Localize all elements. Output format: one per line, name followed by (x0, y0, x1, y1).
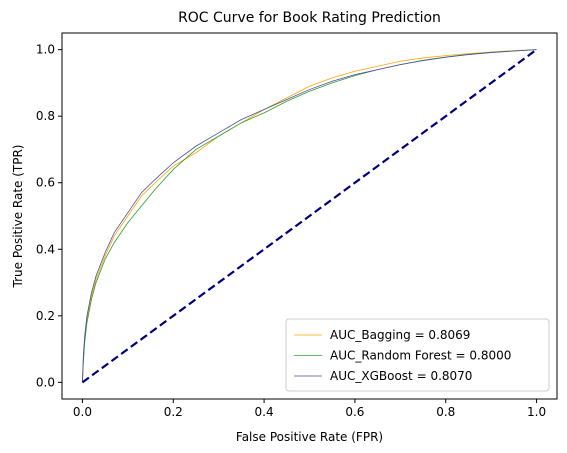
x-tick-label: 1.0 (527, 405, 546, 419)
y-tick-label: 1.0 (36, 43, 55, 57)
x-axis-label: False Positive Rate (FPR) (236, 430, 383, 444)
legend-entry: AUC_Random Forest = 0.8000 (330, 349, 511, 363)
y-tick-label: 0.2 (36, 309, 55, 323)
x-axis: 0.0 0.2 0.4 0.6 0.8 1.0 (73, 399, 546, 419)
y-tick-label: 0.8 (36, 109, 55, 123)
plot-content (81, 48, 538, 384)
legend-entry: AUC_Bagging = 0.8069 (330, 328, 470, 342)
y-tick-label: 0.6 (36, 176, 55, 190)
chart-title: ROC Curve for Book Rating Prediction (178, 10, 441, 26)
x-tick-label: 0.0 (73, 405, 92, 419)
y-axis-label: True Positive Rate (TPR) (11, 145, 25, 289)
plot-frame (61, 32, 558, 400)
legend-entry: AUC_XGBoost = 0.8070 (330, 369, 472, 383)
legend: AUC_Bagging = 0.8069 AUC_Random Forest = … (285, 318, 550, 392)
y-tick-label: 0.0 (36, 375, 55, 389)
y-tick-label: 0.4 (36, 242, 55, 256)
x-tick-label: 0.4 (255, 405, 274, 419)
y-axis: 0.0 0.2 0.4 0.6 0.8 1.0 (36, 43, 62, 389)
legend-box (285, 318, 550, 392)
x-tick-label: 0.8 (436, 405, 455, 419)
reference-diagonal (81, 48, 538, 384)
x-tick-label: 0.6 (345, 405, 364, 419)
x-tick-label: 0.2 (164, 405, 183, 419)
roc-curve-3 (82, 49, 537, 383)
